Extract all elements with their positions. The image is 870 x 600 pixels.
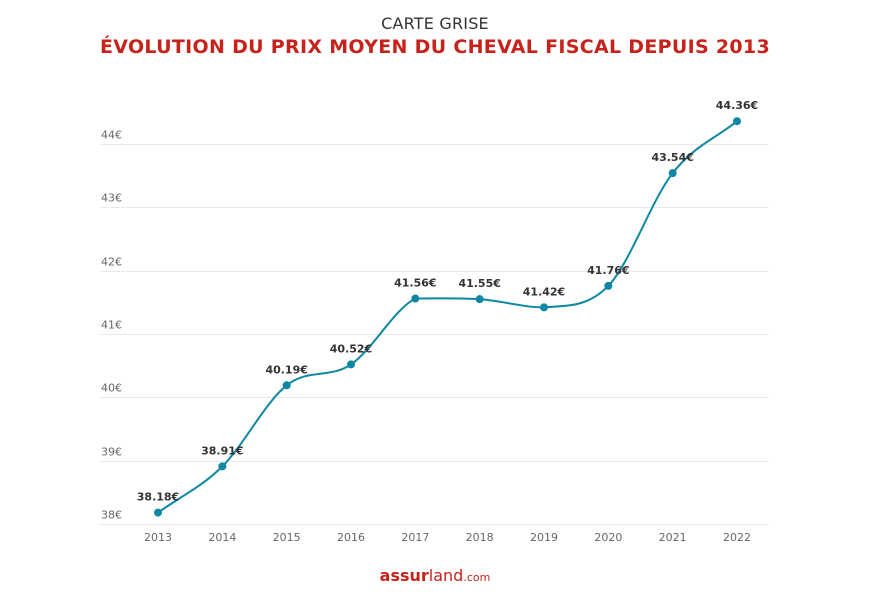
y-axis-ticks: 38€ 39€ 40€ 41€ 42€ 43€ 44€ bbox=[101, 129, 122, 522]
data-label: 41.55€ bbox=[458, 277, 500, 290]
data-label: 38.18€ bbox=[137, 491, 179, 504]
data-point bbox=[604, 281, 613, 290]
data-labels: 38.18€ 38.91€ 40.19€ 40.52€ 41.56€ 41.55€ 41.4… bbox=[137, 99, 758, 503]
y-tick-label: 38€ bbox=[101, 509, 122, 522]
y-tick-label: 43€ bbox=[101, 192, 122, 205]
x-tick-label: 2018 bbox=[466, 531, 494, 544]
y-tick-label: 41€ bbox=[101, 319, 122, 332]
x-tick-label: 2020 bbox=[594, 531, 622, 544]
x-tick-label: 2014 bbox=[208, 531, 236, 544]
data-label: 44.36€ bbox=[716, 99, 758, 112]
data-label: 41.42€ bbox=[523, 285, 565, 298]
x-tick-label: 2021 bbox=[659, 531, 687, 544]
data-point bbox=[540, 303, 548, 312]
logo-regular: land bbox=[428, 566, 464, 585]
data-point bbox=[218, 462, 227, 471]
gridlines bbox=[100, 144, 769, 525]
y-tick-label: 39€ bbox=[101, 446, 122, 459]
logo-suffix: .com bbox=[463, 571, 491, 584]
y-tick-label: 40€ bbox=[101, 382, 122, 395]
data-label: 38.91€ bbox=[201, 444, 243, 457]
data-label: 41.56€ bbox=[394, 277, 436, 290]
data-point bbox=[282, 381, 291, 390]
y-tick-label: 44€ bbox=[101, 129, 122, 142]
logo-bold: assur bbox=[379, 566, 429, 585]
data-label: 40.19€ bbox=[265, 363, 307, 376]
x-tick-label: 2013 bbox=[144, 531, 172, 544]
chart-title: ÉVOLUTION DU PRIX MOYEN DU CHEVAL FISCAL… bbox=[100, 36, 770, 58]
data-point bbox=[154, 508, 162, 517]
data-point bbox=[733, 117, 741, 126]
series-layer bbox=[157, 120, 738, 514]
y-tick-label: 42€ bbox=[101, 256, 122, 269]
data-point bbox=[668, 169, 677, 178]
data-label: 41.76€ bbox=[587, 264, 629, 277]
data-label: 40.52€ bbox=[330, 342, 372, 355]
x-tick-label: 2022 bbox=[723, 531, 751, 544]
x-tick-label: 2015 bbox=[273, 531, 301, 544]
x-tick-label: 2019 bbox=[530, 531, 558, 544]
data-point bbox=[347, 360, 355, 369]
chart-supertitle: CARTE GRISE bbox=[381, 14, 489, 33]
assurland-logo: assurland.com bbox=[0, 566, 870, 585]
series-line bbox=[157, 120, 738, 514]
data-point bbox=[475, 295, 484, 304]
data-point bbox=[411, 294, 420, 303]
x-tick-label: 2016 bbox=[337, 531, 365, 544]
data-points bbox=[154, 117, 741, 517]
x-tick-label: 2017 bbox=[401, 531, 429, 544]
data-label: 43.54€ bbox=[651, 151, 693, 164]
x-axis-ticks: 2013 2014 2015 2016 2017 2018 2019 2020 2021 2022 bbox=[144, 531, 751, 544]
